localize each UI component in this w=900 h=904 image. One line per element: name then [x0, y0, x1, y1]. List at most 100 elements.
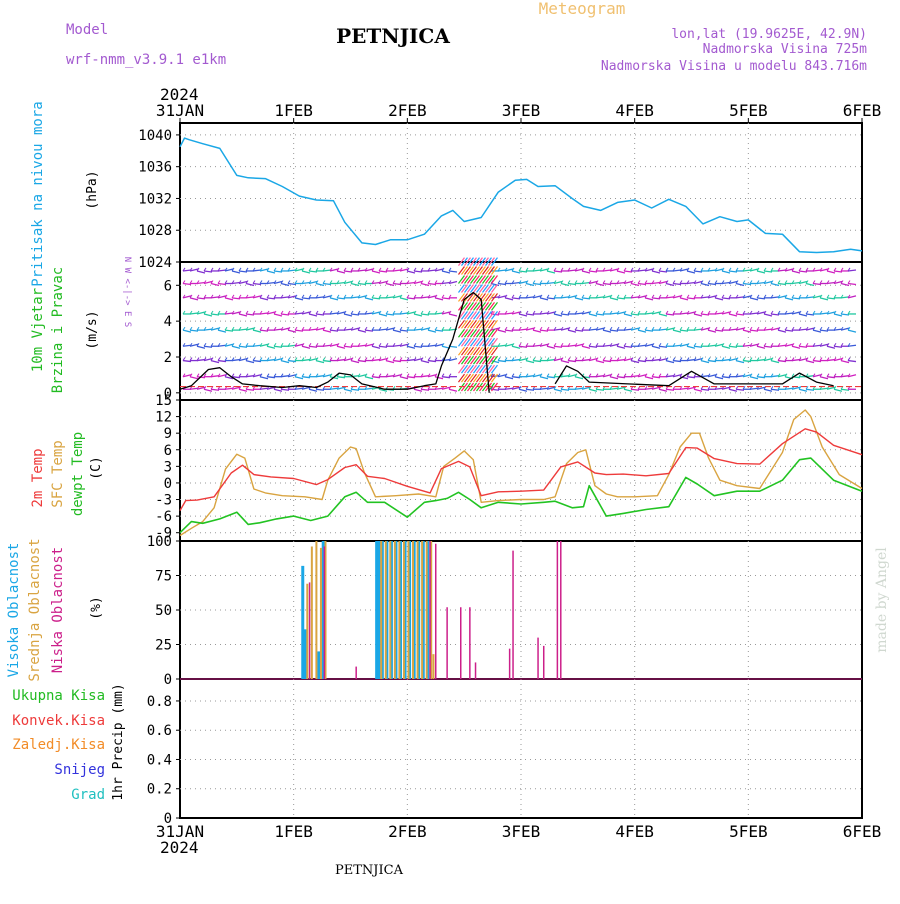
wind-arrow-head	[357, 310, 361, 315]
wind-arrow	[798, 270, 808, 273]
wind-arrow-head	[756, 342, 760, 347]
storm-arrow	[461, 328, 468, 338]
wind-arrow	[532, 359, 542, 363]
wind-arrow-head	[819, 280, 823, 284]
wind-arrow-head	[840, 357, 844, 361]
storm-arrow	[485, 319, 492, 329]
wind-arrow-head	[182, 267, 186, 272]
storm-arrow	[467, 337, 474, 347]
wind-arrow-head	[420, 385, 424, 390]
wind-arrow-head	[336, 267, 340, 272]
wind-arrow-head	[252, 342, 256, 347]
wind-arrow	[602, 374, 612, 378]
wind-arrow	[560, 282, 570, 287]
wind-arrow-head	[826, 310, 830, 315]
wind-arrow	[700, 359, 710, 364]
wind-arrow	[280, 388, 290, 391]
wind-arrow-head	[189, 310, 193, 315]
wind-arrow-head	[805, 294, 809, 299]
wind-arrow-head	[623, 326, 627, 331]
wind-arrow-head	[616, 310, 620, 315]
wind-arrow	[315, 388, 325, 391]
wind-arrow	[581, 270, 591, 274]
wind-arrow-head	[364, 373, 368, 377]
pressure-plot	[179, 137, 863, 254]
wind-arrow	[651, 270, 661, 274]
storm-arrow	[488, 364, 495, 374]
wind-arrow-head	[686, 342, 690, 347]
wind-arrow-head	[553, 326, 557, 331]
wind-arrow	[784, 297, 794, 301]
wind-arrow	[350, 282, 360, 287]
wind-arrow-head	[749, 310, 753, 315]
wind-arrow-head	[847, 267, 851, 272]
wind-arrow	[721, 376, 731, 379]
wind-arrow-head	[329, 294, 333, 299]
wind-arrow-head	[735, 357, 739, 361]
storm-arrow	[491, 266, 498, 275]
wind-arrow-head	[224, 373, 228, 377]
storm-arrow	[467, 275, 474, 284]
top-time-label: 2FEB	[388, 101, 427, 120]
wind-arrow	[637, 295, 647, 299]
wind-arrow	[770, 388, 780, 391]
wind-arrow	[609, 329, 619, 332]
wind-arrow-head	[672, 280, 676, 284]
wind-arrow-head	[301, 310, 305, 315]
wind-arrow-head	[322, 326, 326, 331]
wind-arrow-head	[812, 310, 816, 315]
wind-arrow	[301, 386, 311, 390]
wind-arrow-head	[441, 267, 445, 272]
wind-arrow	[581, 358, 591, 362]
wind-arrow	[798, 357, 808, 362]
wind-arrow-head	[749, 280, 753, 284]
wind-arrow	[840, 313, 850, 316]
wind-arrow	[728, 388, 738, 392]
wind-arrow	[224, 312, 234, 315]
pressure-unit-label: (hPa)	[85, 170, 100, 209]
wind-arrow	[693, 357, 703, 362]
wind-arrow	[539, 268, 549, 272]
wind-arrow	[644, 312, 654, 315]
temp-plot	[179, 409, 863, 537]
wind-arrow	[441, 297, 451, 300]
wind-arrow	[322, 282, 332, 286]
wind-arrow	[308, 280, 318, 285]
cloud-plot	[180, 541, 862, 680]
wind-arrow-head	[763, 342, 767, 347]
wind-arrow-head	[294, 294, 298, 299]
wind-arrow	[399, 376, 409, 380]
wind-arrow	[560, 359, 570, 364]
storm-arrow	[485, 257, 492, 266]
wind-arrow-head	[714, 326, 718, 331]
wind-arrow-head	[434, 342, 438, 347]
wind-arrow-head	[728, 373, 732, 377]
wind-arrow-head	[819, 342, 823, 347]
wind-arrow-head	[728, 280, 732, 284]
wind-arrow	[819, 268, 829, 272]
wind-arrow-head	[224, 280, 228, 284]
wind-arrow	[567, 282, 577, 286]
wind-arrow-head	[385, 342, 389, 347]
wind-arrow	[189, 297, 199, 301]
wind-arrow	[364, 343, 374, 347]
wind-arrow	[700, 327, 710, 331]
storm-arrow	[461, 266, 468, 275]
wind-arrow-head	[777, 373, 781, 377]
wind-arrow	[231, 358, 241, 362]
wind-arrow-head	[525, 310, 529, 315]
wind-arrow-head	[847, 373, 851, 377]
wind-arrow-head	[791, 294, 795, 299]
wind-arrow	[588, 313, 598, 317]
storm-arrow	[470, 355, 477, 365]
wind-arrow-head	[588, 357, 592, 361]
wind-arrow-head	[217, 294, 221, 299]
wind-arrow-head	[777, 342, 781, 347]
wind-arrow-head	[273, 267, 277, 272]
wind-arrow	[728, 328, 738, 331]
wind-arrow-head	[224, 342, 228, 347]
wind-arrow-head	[644, 357, 648, 361]
top-time-labels: 31JAN 1FEB 2FEB 3FEB 4FEB 5FEB 6FEB	[156, 101, 881, 123]
storm-arrow	[482, 355, 489, 365]
wind-arrow-head	[602, 326, 606, 331]
